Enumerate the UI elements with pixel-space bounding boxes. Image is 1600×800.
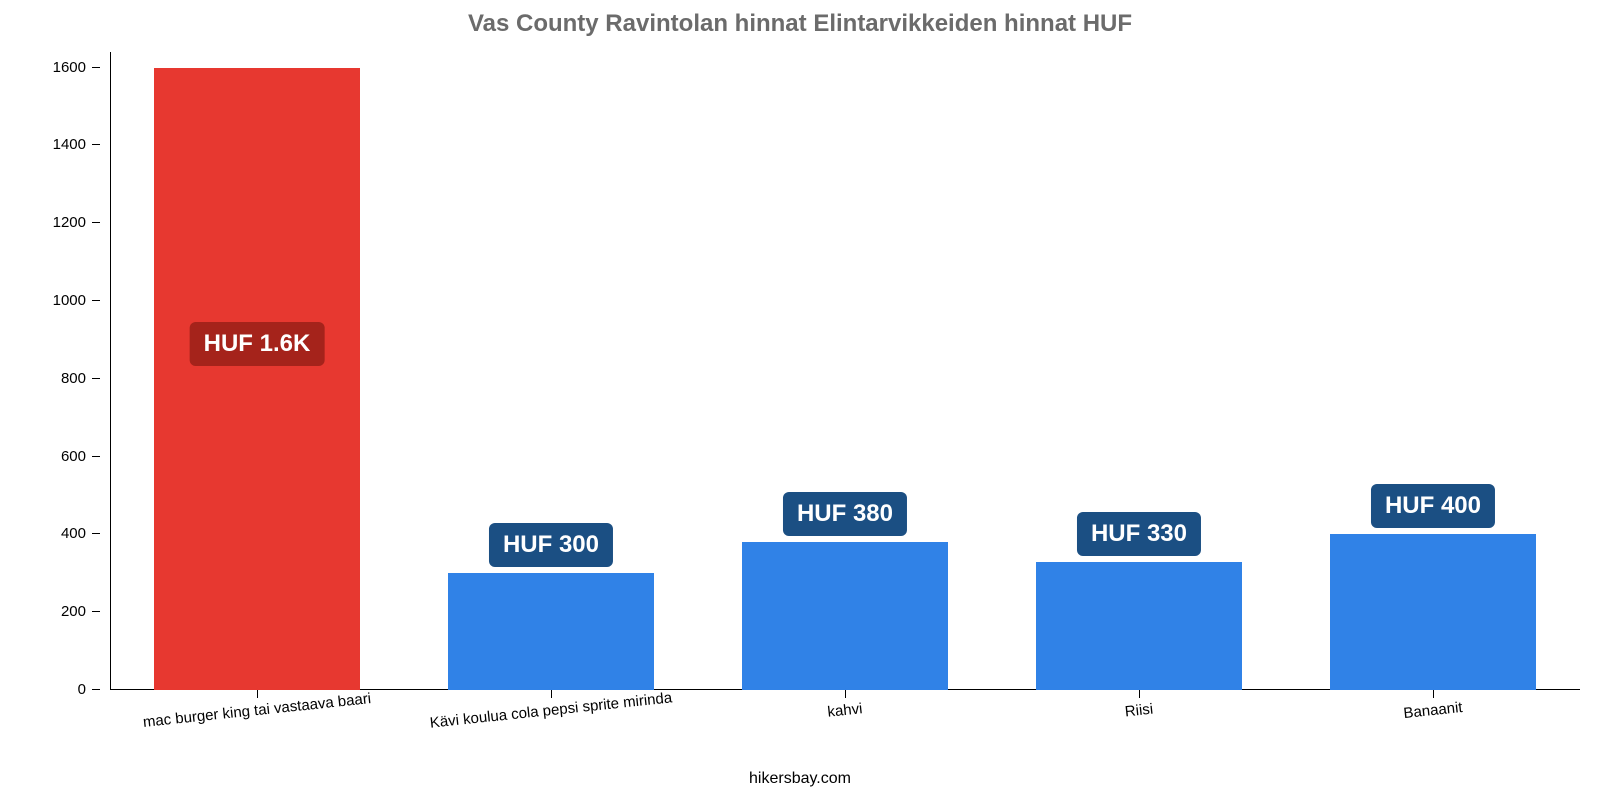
- bar: HUF 300: [448, 573, 654, 690]
- chart-title: Vas County Ravintolan hinnat Elintarvikk…: [0, 0, 1600, 38]
- y-tick-label: 400: [61, 525, 86, 542]
- x-tick-mark: [551, 690, 552, 698]
- y-tick-mark: [92, 222, 100, 223]
- bar: HUF 380: [742, 542, 948, 690]
- bar-value-badge: HUF 330: [1077, 512, 1201, 556]
- y-tick-mark: [92, 533, 100, 534]
- price-bar-chart: Vas County Ravintolan hinnat Elintarvikk…: [0, 0, 1600, 800]
- x-axis-label: kahvi: [827, 700, 864, 721]
- bar-value-badge: HUF 300: [489, 523, 613, 567]
- y-tick-mark: [92, 300, 100, 301]
- y-tick-mark: [92, 456, 100, 457]
- y-tick-label: 600: [61, 448, 86, 465]
- bar: HUF 400: [1330, 534, 1536, 690]
- x-tick-mark: [257, 690, 258, 698]
- bar: HUF 1.6K: [154, 68, 360, 690]
- x-tick-mark: [845, 690, 846, 698]
- y-tick-label: 800: [61, 370, 86, 387]
- y-tick-label: 1000: [53, 292, 86, 309]
- bar: HUF 330: [1036, 562, 1242, 690]
- x-axis-label: Riisi: [1124, 701, 1154, 721]
- bars-layer: HUF 1.6K HUF 300 HUF 380 HUF 330 HUF 400: [110, 52, 1580, 690]
- bar-value-badge: HUF 380: [783, 492, 907, 536]
- y-tick-mark: [92, 378, 100, 379]
- y-tick-label: 1600: [53, 59, 86, 76]
- x-tick-mark: [1433, 690, 1434, 698]
- y-tick-label: 1200: [53, 214, 86, 231]
- y-tick-mark: [92, 144, 100, 145]
- bar-value-badge: HUF 400: [1371, 484, 1495, 528]
- y-tick-label: 200: [61, 603, 86, 620]
- y-tick-label: 0: [78, 681, 86, 698]
- x-axis-label: Banaanit: [1403, 699, 1464, 722]
- y-tick-mark: [92, 689, 100, 690]
- chart-footer: hikersbay.com: [0, 770, 1600, 788]
- x-tick-mark: [1139, 690, 1140, 698]
- y-tick-mark: [92, 611, 100, 612]
- y-tick-mark: [92, 67, 100, 68]
- plot-area: 02004006008001000120014001600 HUF 1.6KHU…: [110, 52, 1580, 690]
- y-tick-label: 1400: [53, 136, 86, 153]
- bar-value-badge: HUF 1.6K: [190, 322, 325, 366]
